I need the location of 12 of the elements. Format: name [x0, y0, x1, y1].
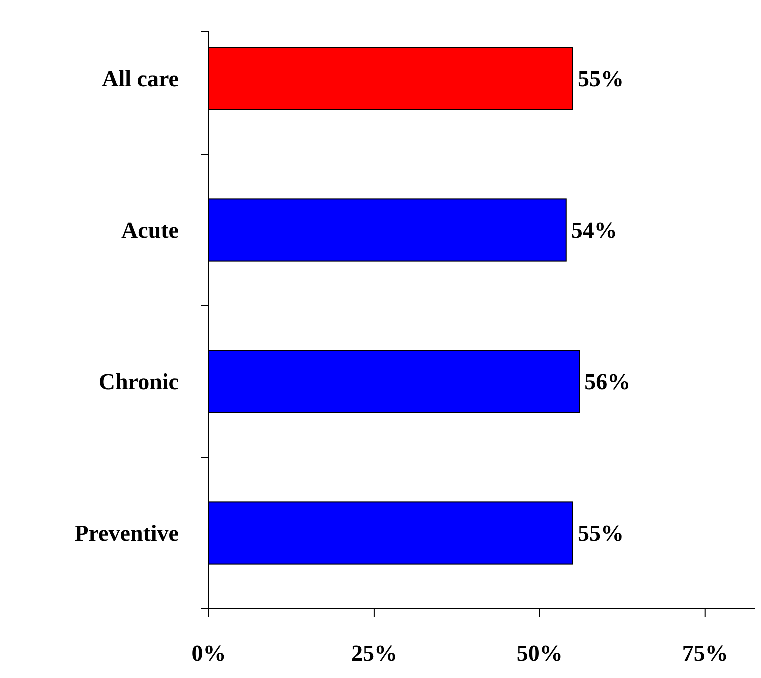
- data-label: 55%: [578, 66, 624, 92]
- y-tick-label: Chronic: [98, 369, 179, 394]
- x-tick-label: 50%: [516, 641, 563, 666]
- y-tick-label: All care: [102, 66, 179, 92]
- x-tick-label: 75%: [682, 641, 728, 666]
- data-label: 56%: [584, 369, 631, 394]
- y-tick-label: Preventive: [74, 520, 179, 546]
- x-tick-label: 25%: [351, 641, 398, 666]
- x-tick-label: 0%: [192, 641, 226, 666]
- y-tick-label: Acute: [122, 218, 179, 243]
- data-label: 55%: [578, 520, 624, 546]
- data-label: 54%: [571, 218, 618, 243]
